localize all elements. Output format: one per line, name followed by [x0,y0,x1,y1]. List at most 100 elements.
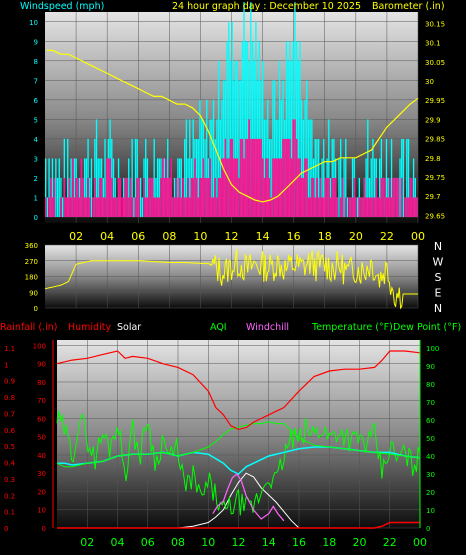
wind-bar [312,177,315,217]
wind-bar [70,197,72,217]
gust-bar [95,119,98,217]
gust-bar [262,60,264,217]
gust-bar [372,138,374,217]
wind-x-tick: 06 [131,230,145,243]
wind-bar [100,177,103,217]
humidity-y-tick: 40 [37,452,46,460]
rainfall-line [57,521,420,529]
wind-bar [314,197,317,217]
baro-y-ticks: 29.65 29.7 29.75 29.8 29.85 29.9 29.95 30 30.05 3… [425,21,445,221]
wind-bar [368,197,371,217]
wind-bar [241,138,244,217]
gust-bar [212,99,215,217]
wind-bar [382,177,384,217]
temp-x-tick: 06 [141,536,155,549]
gust-bar [406,138,408,217]
gust-bar [180,158,182,217]
gust-bar [45,158,47,217]
wind-bar [131,197,133,217]
gust-bar [156,158,159,217]
wind-bar [170,158,172,217]
wind-y-tick: 2 [34,175,38,183]
baro-y-tick: 30.15 [425,21,445,29]
gust-bar [272,80,274,217]
wind-x-tick: 10 [193,230,207,243]
rain-y-tick: 0.1 [4,509,15,517]
wind-y-ticks: 0 1 2 3 4 5 6 7 8 9 10 [29,19,38,222]
wind-bar [401,177,403,217]
wind-y-tick: 5 [34,116,38,124]
gust-bar [146,158,149,217]
gust-bar [231,21,233,218]
rain-y-tick: 0.2 [4,492,15,500]
wind-bar [60,197,62,217]
wind-x-tick: 00 [411,230,425,243]
temp-y-tick: 80 [426,381,435,389]
wind-x-tick: 02 [69,230,83,243]
wind-bar [114,197,117,217]
gust-bar [379,158,381,217]
gust-bar [270,138,272,217]
temp-x-tick: 10 [201,536,215,549]
gust-bar [104,138,106,217]
gust-bar [158,158,160,217]
wind-y-tick: 3 [34,155,38,163]
wind-bar [355,197,357,217]
wind-bar [122,197,125,217]
wind-bar [412,197,415,217]
wind-bar [292,119,295,217]
gust-bar [85,158,88,217]
wind-bar [234,158,237,217]
wind-bar [231,138,234,217]
wind-bar [411,177,413,217]
gust-bar [48,158,50,217]
wind-bar [406,197,408,217]
temp-y-tick: 10 [426,507,435,515]
wind-bar [370,197,373,217]
temp-x-tick: 00 [413,536,427,549]
wind-bar [373,197,376,217]
wind-bar [226,158,228,217]
legend-solar: Solar [117,322,141,333]
wind-y-tick: 7 [34,77,38,85]
wind-bar [75,177,78,217]
wind-bar [321,197,323,217]
wind-bar [331,177,334,217]
wind-bar [302,177,305,217]
gust-bar [145,138,147,217]
gust-bar [184,138,186,217]
gust-bar [236,60,238,217]
gust-bar [46,197,49,217]
temp-y-tick: 20 [426,489,435,497]
gust-bar [134,138,137,217]
temp-x-tick: 22 [383,536,397,549]
gust-bar [258,41,260,218]
direction-y-tick: 270 [25,258,38,266]
wind-bar [224,138,227,217]
gust-bar [83,158,86,217]
wind-bar [334,177,337,217]
wind-bar [153,197,156,217]
wind-bar [178,177,181,217]
wind-bar [253,138,256,217]
wind-bar [48,197,50,217]
wind-bar [158,197,161,217]
temp-y-tick: 70 [426,399,435,407]
gust-bar [241,41,244,218]
wind-bar [360,197,362,217]
wind-bar [194,158,196,217]
direction-y-ticks: 0 90 180 270 360 [25,242,38,313]
wind-bar [77,177,79,217]
wind-bar [156,197,159,217]
gust-bar [206,99,208,217]
temp-x-tick: 16 [292,536,306,549]
wind-bar [395,177,398,217]
wind-bar [367,197,369,217]
wind-bar [146,197,149,217]
wind-x-tick: 12 [225,230,239,243]
gust-bar [112,158,115,217]
wind-bar [265,158,267,217]
wind-bar [304,158,306,217]
windchill-line [212,473,285,522]
